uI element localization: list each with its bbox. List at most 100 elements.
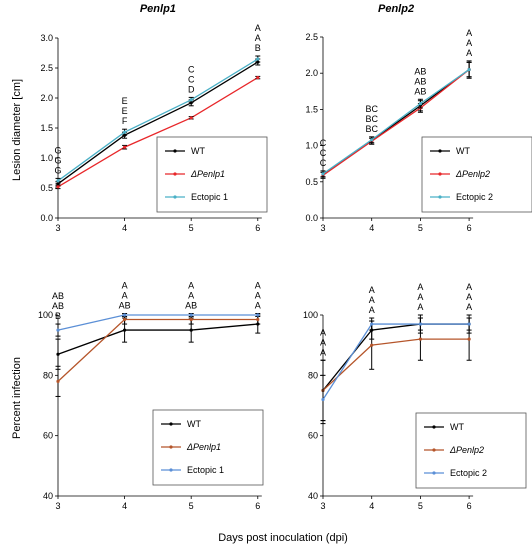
significance-letter: B <box>255 43 261 53</box>
data-point <box>56 379 60 383</box>
significance-letter: AB <box>414 76 426 86</box>
data-point <box>122 145 127 149</box>
y-tick-label: 2.0 <box>305 68 318 78</box>
data-point <box>418 337 423 341</box>
data-point <box>122 317 127 322</box>
data-point <box>467 337 471 341</box>
significance-letter: G <box>54 155 61 165</box>
series-line <box>322 338 470 391</box>
series-line <box>57 58 259 182</box>
legend-label: WT <box>187 419 201 429</box>
significance-letter: A <box>466 282 472 292</box>
data-point <box>467 322 471 326</box>
series-line <box>57 77 259 188</box>
significance-letter: A <box>466 292 472 302</box>
significance-letter: A <box>122 280 128 290</box>
y-tick-label: 80 <box>308 370 318 380</box>
chart-panel-1: Penlp1 0.0 0.5 1.0 1.5 2.0 2.5 3.0 3 4 5 6 GGG EEF CCD… <box>40 3 268 233</box>
x-tick-label: 3 <box>320 501 325 511</box>
series-line <box>57 318 258 382</box>
data-point <box>189 317 193 322</box>
data-point <box>256 76 260 80</box>
x-tick-label: 6 <box>467 223 472 233</box>
data-point <box>256 313 260 317</box>
legend-marker <box>173 149 177 153</box>
data-point <box>189 116 193 120</box>
legend-marker <box>173 172 177 176</box>
x-tick-label: 4 <box>369 223 374 233</box>
data-point <box>418 322 423 326</box>
series-line <box>322 69 470 175</box>
ylabel-bottom: Percent infection <box>11 357 23 439</box>
series-line <box>322 323 470 391</box>
significance-letter: AB <box>414 66 426 76</box>
legend-marker <box>438 195 442 199</box>
significance-letter: A <box>417 282 423 292</box>
y-tick-label: 0.5 <box>40 183 53 193</box>
data-point <box>189 313 193 317</box>
significance-letter: AB <box>52 301 64 311</box>
y-tick-label: 3.0 <box>40 33 53 43</box>
data-point <box>370 138 374 142</box>
legend-label: Ectopic 1 <box>191 192 228 202</box>
significance-letter: BC <box>365 114 378 124</box>
y-tick-label: 2.0 <box>40 93 53 103</box>
data-point <box>467 67 471 72</box>
y-tick-label: 2.5 <box>305 32 318 42</box>
legend-label: WT <box>450 422 464 432</box>
significance-letter: A <box>417 302 423 312</box>
legend-marker <box>169 445 173 449</box>
significance-letter: A <box>466 38 472 48</box>
x-tick-label: 4 <box>122 501 127 511</box>
x-tick-label: 5 <box>189 223 194 233</box>
series-line <box>57 323 258 355</box>
significance-letter: E <box>122 96 128 106</box>
y-tick-label: 1.5 <box>40 123 53 133</box>
significance-letter: AB <box>185 300 197 310</box>
significance-letter: A <box>188 280 194 290</box>
data-point <box>418 102 423 106</box>
significance-letter: A <box>466 48 472 58</box>
significance-letter: AB <box>119 300 131 310</box>
data-point <box>56 179 60 183</box>
significance-letter: E <box>122 106 128 116</box>
y-tick-label: 80 <box>43 370 53 380</box>
xlabel-shared: Days post inoculation (dpi) <box>218 532 348 544</box>
legend: WT ΔPenlp2 Ectopic 2 <box>421 136 532 213</box>
y-tick-label: 2.5 <box>40 63 53 73</box>
significance-letter: A <box>466 302 472 312</box>
significance-letter: D <box>188 84 195 94</box>
legend: WT ΔPenlp1 Ectopic 1 <box>152 409 264 486</box>
series-3 <box>320 61 472 178</box>
y-tick-label: 60 <box>308 431 318 441</box>
significance-letter: A <box>320 327 326 337</box>
significance-letter: C <box>320 158 327 168</box>
significance-letter: A <box>369 305 375 315</box>
legend-label: WT <box>191 146 205 156</box>
legend-label: ΔPenlp1 <box>186 442 221 452</box>
legend-marker <box>432 425 436 429</box>
significance-letter: A <box>369 285 375 295</box>
significance-letter: A <box>255 290 261 300</box>
y-tick-label: 60 <box>43 431 53 441</box>
legend-marker <box>438 172 442 176</box>
significance-letter: F <box>122 116 128 126</box>
legend-label: WT <box>456 146 470 156</box>
data-point <box>56 352 60 356</box>
significance-letter: A <box>255 280 261 290</box>
legend: WT ΔPenlp2 Ectopic 2 <box>415 412 527 489</box>
series-line <box>322 69 470 176</box>
legend-marker <box>169 468 173 472</box>
panel-title: Penlp2 <box>378 3 414 15</box>
legend-marker <box>173 195 177 199</box>
significance-letter: G <box>54 165 61 175</box>
y-tick-label: 0.0 <box>40 213 53 223</box>
series-line <box>57 61 259 185</box>
data-point <box>122 328 127 332</box>
significance-letter: A <box>466 28 472 38</box>
x-tick-label: 5 <box>189 501 194 511</box>
significance-letter: A <box>320 337 326 347</box>
y-tick-label: 0.0 <box>305 213 318 223</box>
